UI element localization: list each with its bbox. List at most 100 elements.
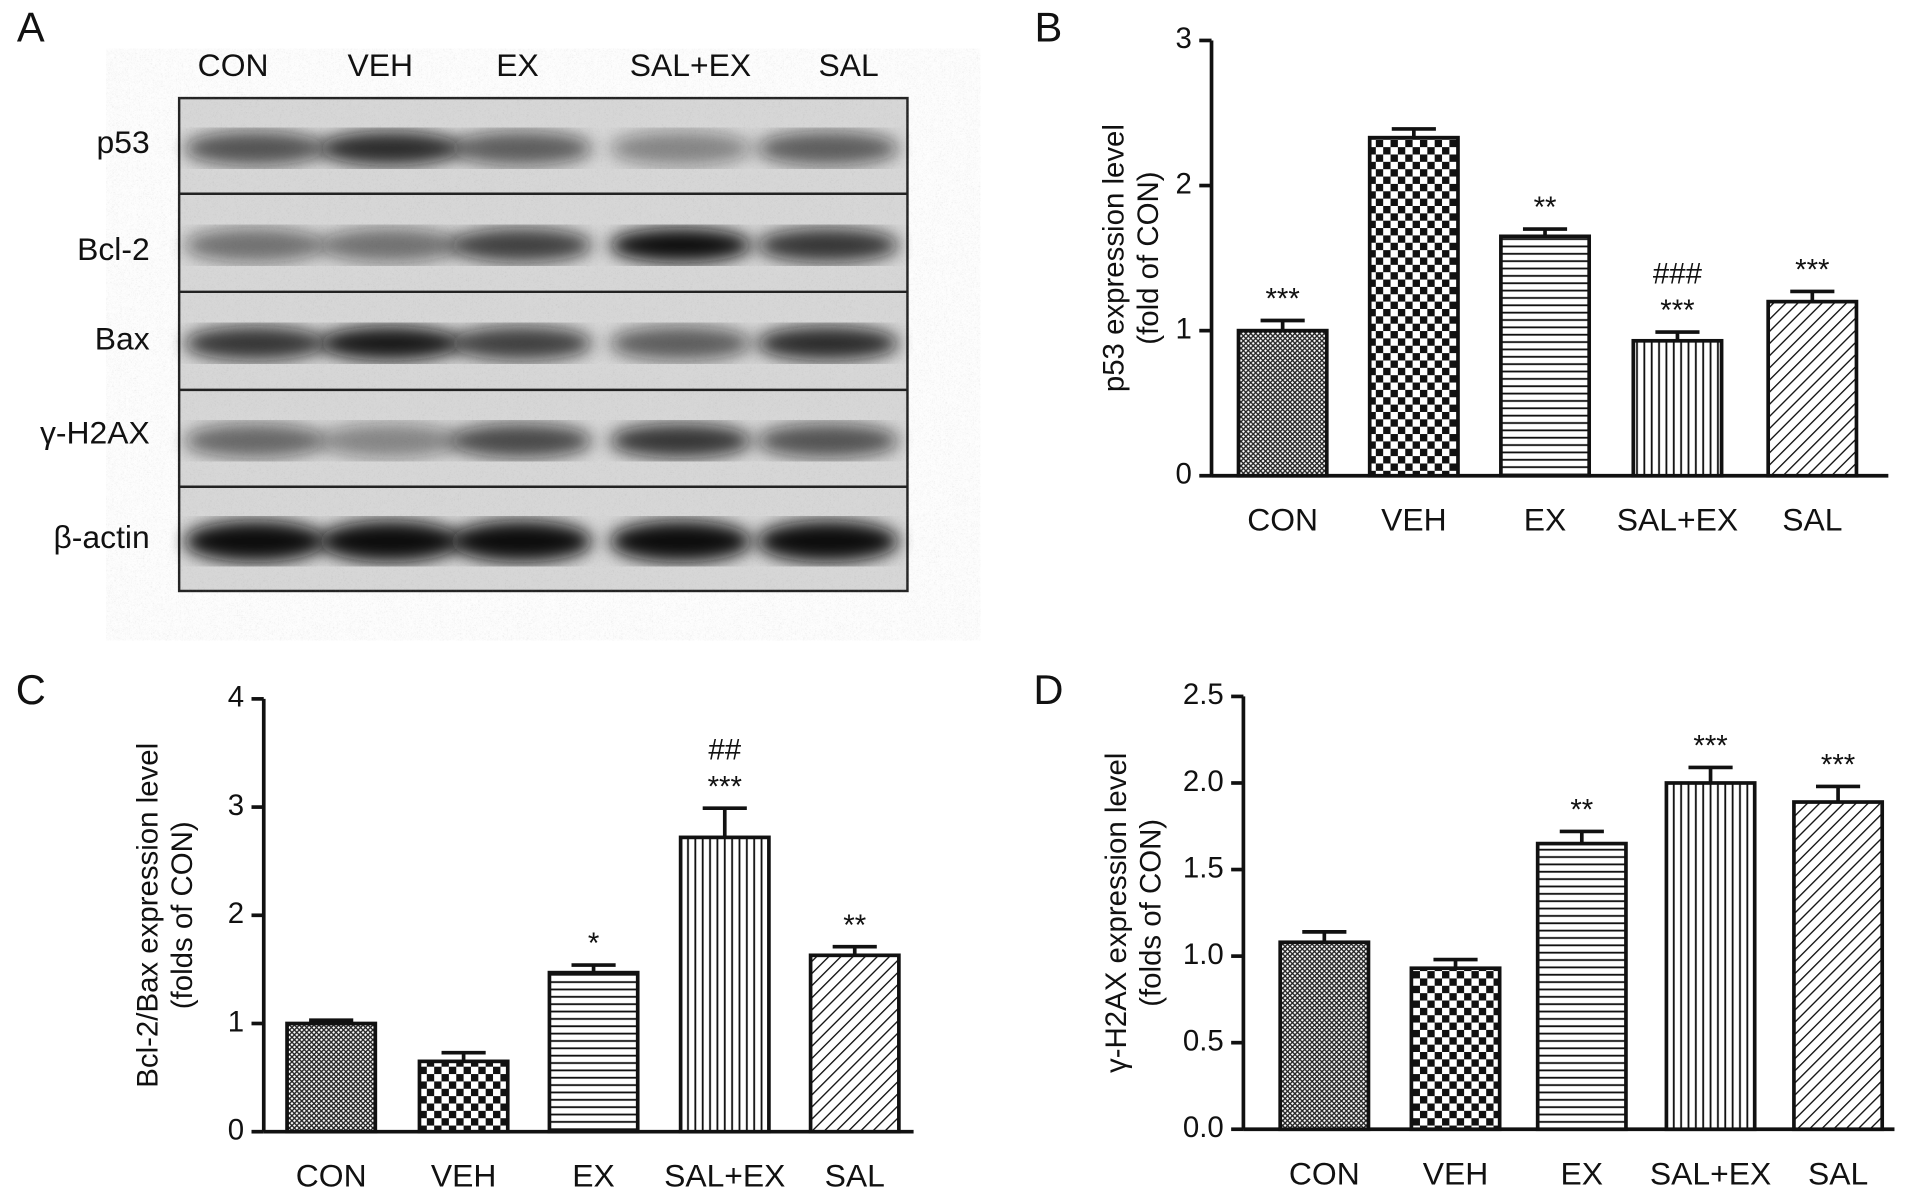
x-tick-label: CON [1247,502,1318,538]
y-axis-label: p53 expression level [1098,124,1131,392]
protein-label: Bcl-2 [77,231,150,267]
x-tick-label: EX [1561,1155,1604,1191]
y-tick-label: 1.5 [1183,851,1224,884]
blot-band [318,423,462,458]
x-tick-label: EX [1524,502,1567,538]
bar [1664,781,1757,1132]
blot-band [318,131,462,166]
blot-band [609,520,752,563]
y-axis-label: Bcl-2/Bax expression level [131,743,164,1088]
y-tick-label: 0 [228,1113,244,1146]
blot-band [609,131,752,166]
protein-label: β-actin [53,519,149,555]
blot-band [184,520,327,563]
blot-band [184,228,327,263]
lane-label: SAL [818,47,878,83]
y-tick-label: 3 [1176,22,1192,55]
lane-label: EX [496,47,538,83]
bar [1535,841,1628,1132]
y-axis-label: (folds of CON) [1134,819,1167,1007]
significance-label: *** [1821,749,1855,782]
significance-label: ** [1570,794,1593,827]
blot-band [450,326,593,361]
y-tick-label: 0.5 [1183,1024,1224,1057]
x-tick-label: SAL+EX [664,1158,785,1193]
bar [547,970,640,1134]
x-tick-label: VEH [1381,502,1447,538]
protein-label: Bax [95,320,150,356]
y-tick-label: 2 [1176,167,1192,200]
x-tick-label: SAL [1808,1155,1868,1191]
x-tick-label: EX [572,1158,614,1193]
blot-band [450,131,593,166]
bar [1367,135,1460,478]
x-tick-label: SAL [825,1158,885,1193]
bar [1631,338,1724,478]
significance-label: ** [1534,191,1557,224]
bar [808,953,901,1134]
x-tick-label: VEH [431,1158,497,1193]
blot-band [450,228,593,263]
blot-band [184,131,327,166]
x-tick-label: CON [1289,1155,1360,1191]
panel-label: A [17,4,45,51]
bar [1236,328,1329,478]
y-tick-label: 1.0 [1183,938,1224,971]
y-axis-label: (fold of CON) [1132,171,1165,344]
blot-band [756,326,899,361]
panel-label: B [1035,4,1063,51]
significance-label: *** [708,770,742,803]
y-tick-label: 3 [228,789,244,822]
significance-label: ## [708,734,741,767]
bar [1409,966,1502,1132]
lane-label: SAL+EX [630,47,751,83]
y-tick-label: 4 [228,681,244,714]
y-tick-label: 1 [1176,312,1192,345]
blot-band [450,423,593,458]
protein-label: γ-H2AX [40,415,150,451]
x-tick-label: SAL+EX [1617,502,1738,538]
blot-band [756,423,899,458]
panel-label: C [16,666,46,713]
blot-band [184,326,327,361]
x-tick-label: VEH [1423,1155,1489,1191]
blot-band [609,423,752,458]
bar [1766,299,1859,478]
significance-label: ** [843,909,866,942]
bar [678,835,771,1134]
y-tick-label: 0 [1176,457,1192,490]
blot-band [318,520,462,563]
significance-label: ### [1653,257,1703,290]
blot-band [756,520,899,563]
bar [1278,940,1371,1132]
bar [417,1059,510,1134]
blot-band [756,228,899,263]
western-blot [177,96,909,593]
y-tick-label: 2 [228,897,244,930]
y-tick-label: 2.0 [1183,765,1224,798]
y-tick-label: 1 [228,1005,244,1038]
blot-band [450,520,593,563]
blot-band [184,423,327,458]
blot-band [318,228,462,263]
protein-label: p53 [97,124,150,160]
bar [285,1021,378,1134]
blot-band [609,228,752,263]
y-tick-label: 0.0 [1183,1111,1224,1144]
y-axis-label: γ-H2AX expression level [1100,753,1133,1073]
bar [1499,234,1592,478]
panel-label: D [1033,666,1063,713]
blot-band [609,326,752,361]
x-tick-label: SAL [1782,502,1842,538]
lane-label: VEH [347,47,413,83]
significance-label: *** [1265,283,1299,316]
x-tick-label: CON [296,1158,367,1193]
blot-band [756,131,899,166]
lane-label: CON [198,47,269,83]
y-axis-label: (folds of CON) [166,821,199,1009]
significance-label: *** [1693,730,1727,763]
significance-label: *** [1795,254,1829,287]
bar [1792,800,1885,1132]
y-tick-label: 2.5 [1183,678,1224,711]
